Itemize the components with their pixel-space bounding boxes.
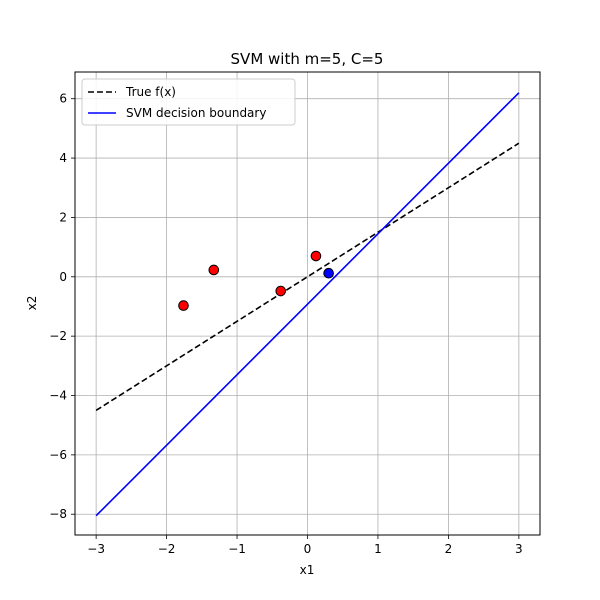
y-tick-label: 2 — [59, 210, 67, 224]
x-tick-label: −1 — [228, 542, 246, 556]
data-point — [208, 264, 220, 276]
x-tick-label: 0 — [304, 542, 312, 556]
x-tick-label: 2 — [445, 542, 453, 556]
series-lines — [95, 92, 520, 517]
chart-title: SVM with m=5, C=5 — [231, 50, 384, 68]
x-tick-label: −3 — [87, 542, 105, 556]
legend-label: SVM decision boundary — [126, 106, 266, 120]
y-axis-label: x2 — [25, 296, 39, 311]
x-axis-label: x1 — [300, 563, 315, 577]
y-tick-label: −4 — [49, 389, 67, 403]
x-tick-label: −2 — [158, 542, 176, 556]
legend-label: True f(x) — [125, 85, 176, 99]
data-point — [323, 267, 334, 279]
x-tick-label: 1 — [374, 542, 382, 556]
data-point — [310, 250, 322, 262]
grid — [75, 72, 540, 535]
true-fx-line — [95, 142, 520, 412]
data-points — [178, 250, 334, 311]
y-tick-label: −6 — [49, 448, 67, 462]
y-tick-label: 6 — [59, 92, 67, 106]
y-tick-label: −2 — [49, 329, 67, 343]
svm-boundary-line — [95, 92, 520, 517]
x-tick-label: 3 — [515, 542, 523, 556]
data-point — [275, 285, 287, 297]
y-tick-label: 4 — [59, 151, 67, 165]
y-tick-label: 0 — [59, 270, 67, 284]
axis-ticks: −3 −2 −1 0 1 2 3 −8 −6 −4 −2 0 2 4 6 — [49, 92, 522, 556]
y-tick-label: −8 — [49, 507, 67, 521]
legend: True f(x) SVM decision boundary — [81, 78, 296, 126]
legend-box — [81, 78, 296, 126]
data-point — [178, 300, 189, 311]
